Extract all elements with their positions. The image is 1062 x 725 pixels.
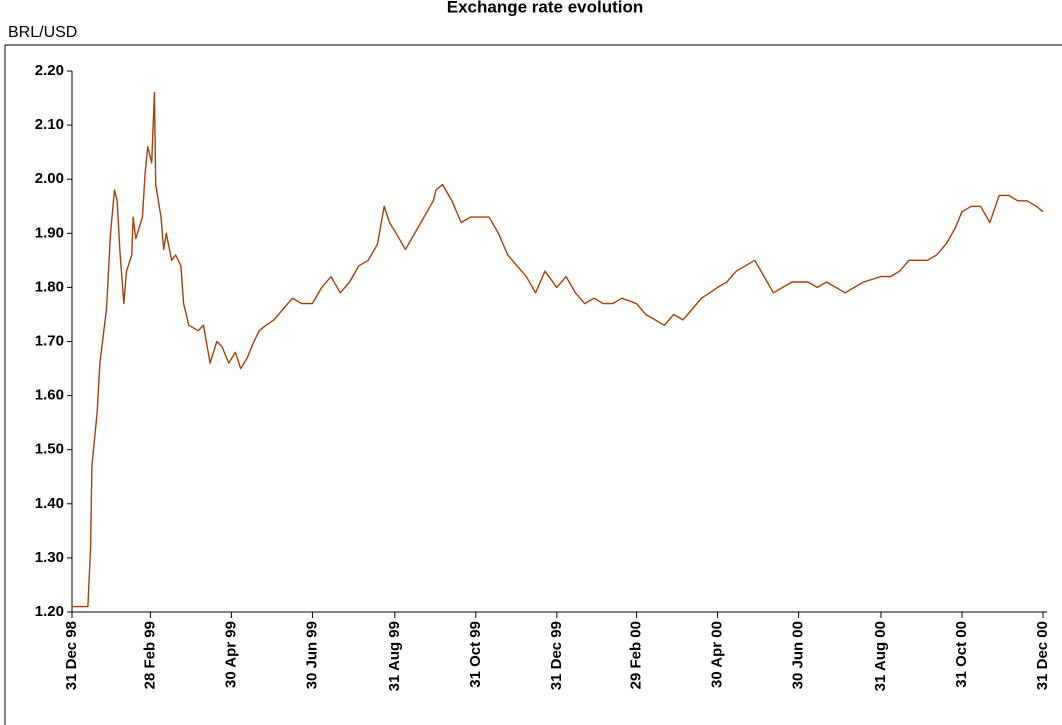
x-tick-label: 31 Aug 99 — [386, 621, 403, 691]
y-tick-label: 1.20 — [35, 603, 64, 620]
x-tick-label: 31 Oct 00 — [953, 621, 970, 688]
y-tick-label: 1.30 — [35, 549, 64, 566]
y-tick-label: 1.90 — [35, 224, 64, 241]
series-line — [72, 91, 1044, 608]
x-tick-label: 31 Dec 98 — [63, 621, 80, 690]
x-tick-label: 30 Jun 00 — [790, 621, 807, 689]
y-tick-label: 2.20 — [35, 62, 64, 79]
x-tick-label: 31 Aug 00 — [872, 621, 889, 691]
x-tick-label: 30 Apr 99 — [222, 621, 239, 688]
y-tick-label: 1.40 — [35, 495, 64, 512]
y-tick-label: 2.10 — [35, 116, 64, 133]
y-axis-title: BRL/USD — [8, 24, 77, 41]
x-tick-label: 31 Oct 99 — [467, 621, 484, 688]
y-tick-label: 1.80 — [35, 278, 64, 295]
x-tick-label: 30 Apr 00 — [709, 621, 726, 688]
chart-title: Exchange rate evolution — [447, 0, 644, 16]
y-tick-label: 1.70 — [35, 332, 64, 349]
x-tick-label: 31 Dec 99 — [548, 621, 565, 690]
x-tick-label: 29 Feb 00 — [628, 621, 645, 689]
x-tick-label: 31 Dec 00 — [1034, 621, 1051, 690]
x-tick-label: 30 Jun 99 — [303, 621, 320, 689]
y-tick-label: 1.60 — [35, 387, 64, 404]
y-tick-label: 1.50 — [35, 441, 64, 458]
y-tick-label: 2.00 — [35, 170, 64, 187]
x-tick-label: 28 Feb 99 — [141, 621, 158, 689]
